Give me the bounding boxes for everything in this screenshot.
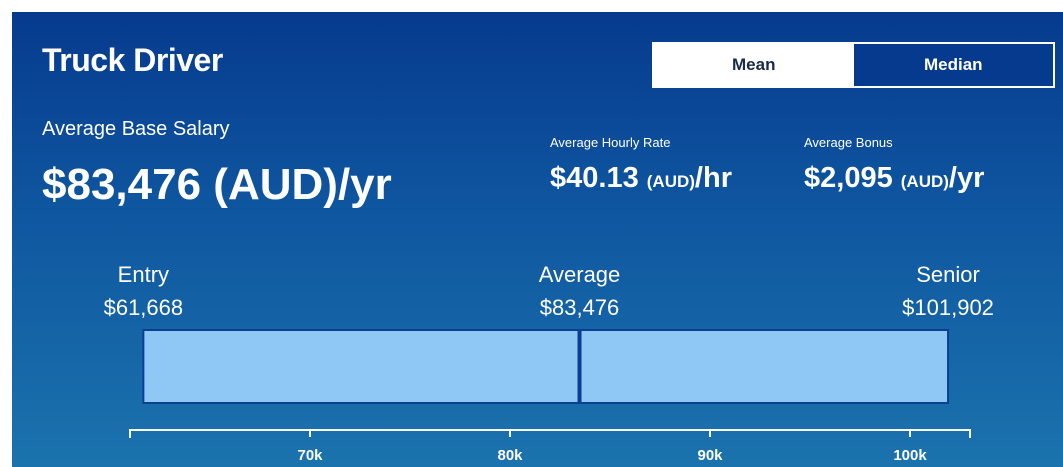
bonus-value: $2,095 (AUD)/yr [804,162,984,195]
range-bar [142,329,950,404]
amount: $40.13 [550,162,639,194]
bonus-label: Average Bonus [804,135,893,150]
level-value: $83,476 [540,295,620,320]
level-label: Entry [118,262,169,287]
amount: $2,095 [804,162,893,194]
level-label: Senior [916,262,980,287]
unit: /yr [337,160,392,209]
mean-median-toggle: Mean Median [652,42,1055,88]
salary-panel: Truck Driver Mean Median Average Base Sa… [12,12,1063,467]
currency: (AUD) [213,160,338,209]
level-value: $61,668 [104,295,184,320]
toggle-option[interactable]: Mean [654,44,854,86]
hourly-value: $40.13 (AUD)/hr [550,162,732,195]
hourly-label: Average Hourly Rate [550,135,671,150]
currency: (AUD) [646,172,695,191]
job-title: Truck Driver [42,42,223,78]
base-label: Average Base Salary [42,118,230,140]
currency: (AUD) [900,172,949,191]
tick-label: 100k [893,447,927,464]
amount: $83,476 [42,160,202,209]
tick-label: 90k [697,447,723,464]
salary-range: Entry $61,668 Average $83,476 Senior $101,902… [104,262,994,464]
tick-label: 80k [497,447,523,464]
level-label: Average [539,262,621,287]
base-value: $83,476 (AUD)/yr [42,160,392,210]
level-value: $101,902 [902,295,994,320]
unit: /yr [948,162,985,194]
unit: /hr [694,162,732,194]
tick-label: 70k [297,447,323,464]
toggle-option[interactable]: Median [853,44,1053,86]
